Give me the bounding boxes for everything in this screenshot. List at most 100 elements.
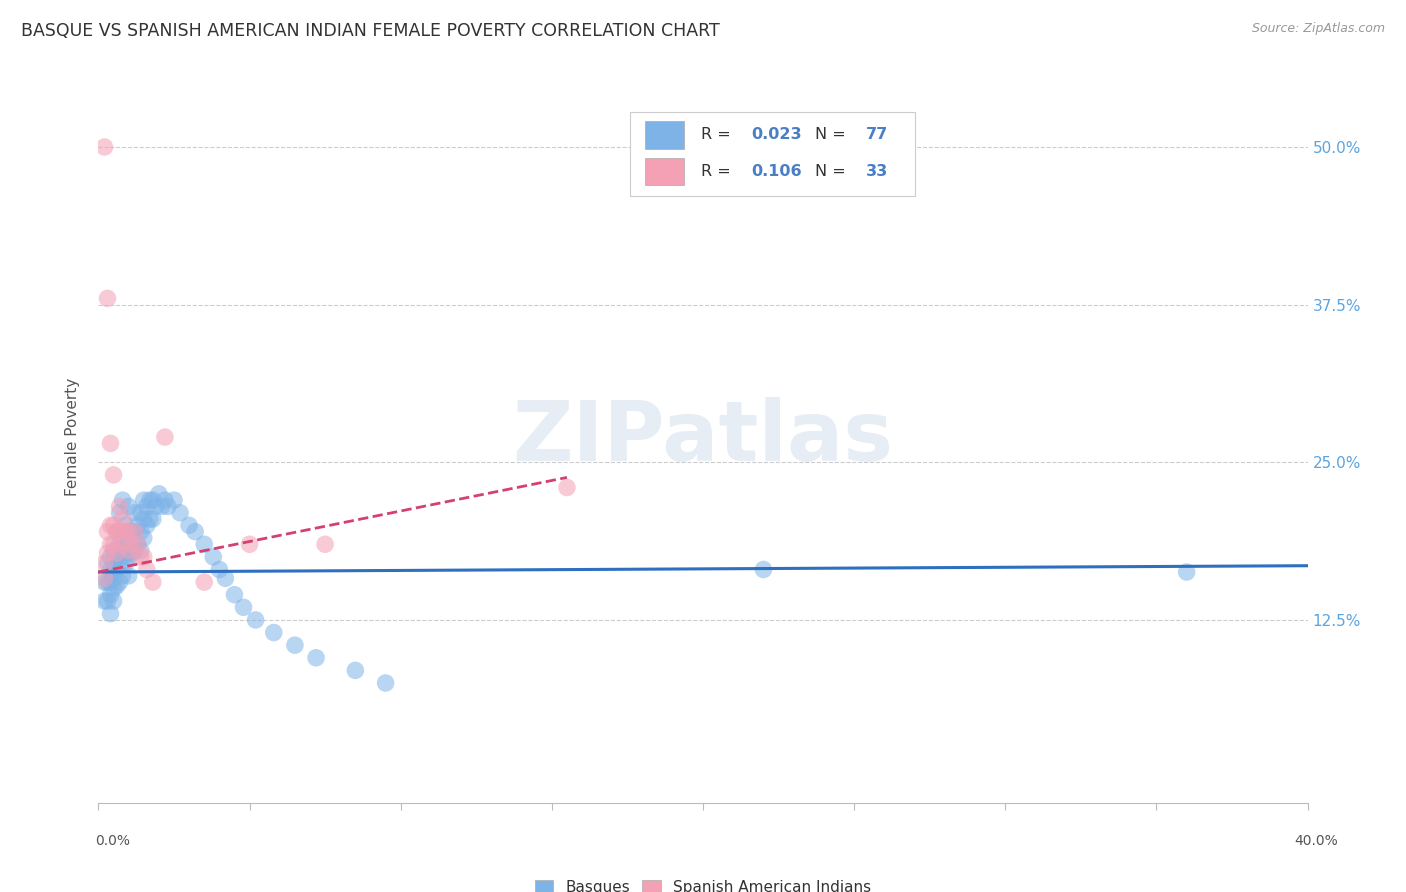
Point [135, 562, 157, 576]
Point [100, 575, 122, 590]
Point [132, 512, 155, 526]
Point [129, 524, 152, 539]
Point [374, 676, 396, 690]
Point [121, 524, 143, 539]
FancyBboxPatch shape [630, 112, 915, 195]
Point [100, 537, 122, 551]
Point [129, 543, 152, 558]
Point [314, 537, 336, 551]
FancyBboxPatch shape [645, 121, 683, 149]
Point [105, 579, 128, 593]
Legend: Basques, Spanish American Indians: Basques, Spanish American Indians [529, 873, 877, 892]
Text: Source: ZipAtlas.com: Source: ZipAtlas.com [1251, 22, 1385, 36]
Text: 0.0%: 0.0% [96, 834, 131, 848]
Point [150, 500, 173, 514]
Point [114, 537, 136, 551]
Point [93, 594, 115, 608]
Point [555, 481, 578, 495]
Point [214, 571, 236, 585]
Point [111, 512, 134, 526]
Point [127, 537, 149, 551]
Point [153, 430, 176, 444]
Point [96, 291, 118, 305]
Text: R =: R = [700, 164, 735, 179]
Point [124, 524, 146, 539]
Point [96, 524, 118, 539]
Point [163, 493, 186, 508]
Point [114, 556, 136, 570]
Point [139, 493, 162, 508]
Point [118, 524, 141, 539]
Point [105, 549, 128, 564]
Point [263, 625, 285, 640]
Point [202, 549, 225, 564]
Point [148, 487, 170, 501]
Point [132, 549, 155, 564]
Point [139, 512, 162, 526]
Point [169, 506, 191, 520]
Text: N =: N = [815, 128, 851, 143]
Point [105, 546, 128, 560]
Point [132, 531, 155, 545]
Point [100, 549, 122, 564]
Point [135, 518, 157, 533]
Point [103, 467, 125, 482]
Point [103, 556, 125, 570]
Point [111, 537, 134, 551]
Text: R =: R = [700, 128, 735, 143]
Point [118, 543, 141, 558]
Point [239, 537, 262, 551]
Point [121, 546, 143, 560]
Point [108, 556, 131, 570]
Text: 40.0%: 40.0% [1295, 834, 1339, 848]
Text: BASQUE VS SPANISH AMERICAN INDIAN FEMALE POVERTY CORRELATION CHART: BASQUE VS SPANISH AMERICAN INDIAN FEMALE… [21, 22, 720, 40]
Point [93, 571, 115, 585]
Point [93, 556, 115, 570]
Point [105, 524, 128, 539]
Point [118, 569, 141, 583]
Point [108, 575, 131, 590]
Point [100, 607, 122, 621]
Point [127, 537, 149, 551]
Point [142, 512, 165, 526]
Point [103, 518, 125, 533]
Point [184, 524, 207, 539]
Point [114, 518, 136, 533]
Point [118, 549, 141, 564]
Text: N =: N = [815, 164, 851, 179]
Point [156, 500, 179, 514]
Point [208, 562, 231, 576]
Point [129, 549, 152, 564]
Point [153, 493, 176, 508]
Point [111, 493, 134, 508]
Point [96, 556, 118, 570]
Point [245, 613, 267, 627]
Point [108, 500, 131, 514]
Point [1175, 565, 1198, 579]
Point [124, 524, 146, 539]
Point [103, 594, 125, 608]
Point [100, 436, 122, 450]
Point [108, 506, 131, 520]
Point [135, 500, 157, 514]
Point [103, 562, 125, 576]
Point [108, 537, 131, 551]
Point [344, 664, 367, 678]
Point [100, 562, 122, 576]
Point [118, 500, 141, 514]
Point [142, 575, 165, 590]
Point [193, 537, 215, 551]
Point [129, 506, 152, 520]
Point [179, 518, 201, 533]
Y-axis label: Female Poverty: Female Poverty [65, 378, 80, 496]
Point [93, 140, 115, 154]
Point [127, 518, 149, 533]
Point [193, 575, 215, 590]
Point [224, 588, 246, 602]
Point [96, 575, 118, 590]
Text: ZIPatlas: ZIPatlas [513, 397, 893, 477]
Text: 77: 77 [866, 128, 889, 143]
Point [132, 493, 155, 508]
Point [103, 537, 125, 551]
Point [100, 518, 122, 533]
